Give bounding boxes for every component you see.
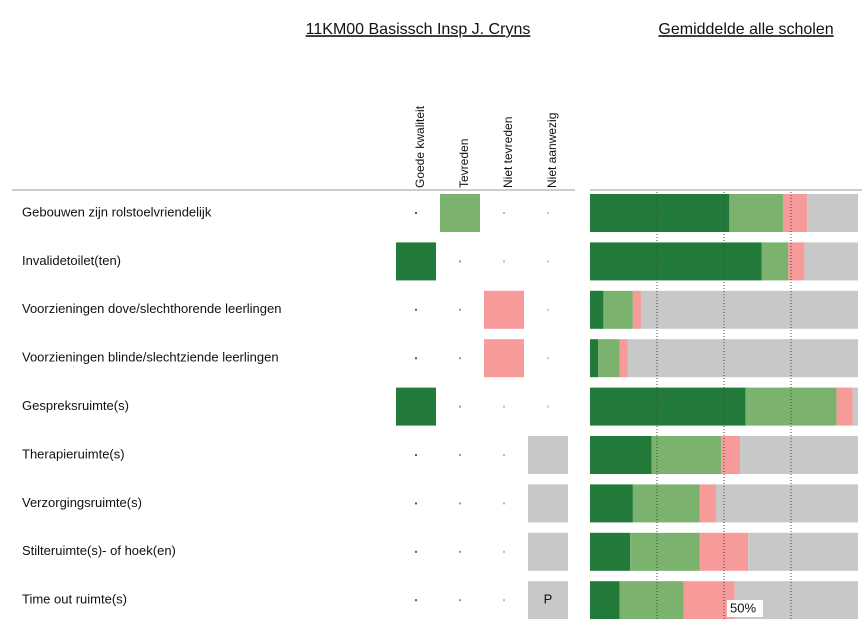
bar-segment	[836, 387, 853, 426]
row-label: Therapieruimte(s)	[22, 446, 125, 461]
answer-note: P	[544, 592, 553, 607]
answer-box	[396, 387, 436, 426]
row-label: Voorzieningen blinde/slechtziende leerli…	[22, 350, 279, 365]
answer-box	[528, 532, 568, 571]
tick-label-bg	[727, 600, 763, 617]
bar-segment	[740, 436, 858, 474]
bar-segment	[804, 242, 858, 281]
bar-segment	[590, 436, 652, 474]
column-header: Niet tevreden	[501, 117, 515, 188]
answer-dot	[547, 212, 549, 214]
bar-segment	[630, 532, 700, 571]
row-label: Invalidetoilet(ten)	[22, 253, 121, 268]
answer-dot	[503, 260, 505, 263]
column-header: Goede kwaliteit	[413, 105, 427, 188]
row-label: Voorzieningen dove/slechthorende leerlin…	[22, 301, 281, 316]
bar-segment	[619, 581, 684, 619]
answer-dot	[459, 550, 461, 553]
answer-dot	[503, 550, 505, 553]
bar-segment	[782, 194, 808, 232]
bar-segment	[699, 484, 716, 523]
bar-segment	[640, 290, 858, 329]
bar-segment	[590, 532, 631, 571]
answer-dot	[503, 599, 505, 602]
answer-dot	[503, 212, 505, 214]
answer-dot	[547, 308, 549, 311]
bar-segment	[721, 436, 741, 474]
answer-dot	[415, 212, 417, 214]
answer-box	[528, 581, 568, 619]
answer-dot	[415, 454, 417, 456]
bar-segment	[748, 532, 858, 571]
row-label: Gespreksruimte(s)	[22, 398, 129, 413]
row-label: Verzorgingsruimte(s)	[22, 495, 142, 510]
answer-dot	[459, 502, 461, 505]
bar-segment	[590, 242, 762, 281]
answer-box	[484, 290, 524, 329]
answer-dot	[503, 454, 505, 456]
answer-dot	[459, 357, 461, 360]
bar-segment	[852, 387, 858, 426]
answer-dot	[415, 308, 417, 311]
answer-dot	[459, 260, 461, 263]
answer-box	[396, 242, 436, 281]
answer-box	[484, 339, 524, 378]
row-label: Stilteruimte(s)- of hoek(en)	[22, 543, 176, 558]
bar-segment	[590, 290, 604, 329]
answer-dot	[547, 357, 549, 360]
bar-segment	[590, 484, 633, 523]
bar-segment	[729, 194, 783, 232]
answer-dot	[415, 599, 417, 602]
answer-dot	[547, 405, 549, 408]
answer-dot	[459, 599, 461, 602]
bar-segment	[598, 339, 620, 378]
row-label: Gebouwen zijn rolstoelvriendelijk	[22, 204, 212, 219]
x-tick-label: 50%	[730, 600, 756, 615]
column-header: Tevreden	[457, 139, 471, 188]
answer-dot	[547, 260, 549, 263]
bar-segment	[761, 242, 789, 281]
bar-segment	[627, 339, 858, 378]
bar-segment	[807, 194, 858, 232]
answer-dot	[459, 454, 461, 456]
school-title: 11KM00 Basissch Insp J. Cryns	[306, 21, 531, 38]
bar-segment	[590, 581, 620, 619]
bar-segment	[632, 290, 641, 329]
answer-dot	[415, 357, 417, 360]
bar-segment	[619, 339, 628, 378]
bar-segment	[788, 242, 805, 281]
answer-dot	[503, 405, 505, 408]
answer-box	[528, 436, 568, 474]
bar-segment	[590, 339, 599, 378]
bar-segment	[651, 436, 722, 474]
bar-segment	[683, 581, 735, 619]
answer-dot	[459, 405, 461, 408]
bar-segment	[632, 484, 700, 523]
answer-dot	[415, 502, 417, 505]
average-title: Gemiddelde alle scholen	[658, 21, 833, 38]
row-label: Time out ruimte(s)	[22, 592, 127, 607]
bar-segment	[699, 532, 749, 571]
answer-box	[440, 194, 480, 232]
bar-segment	[715, 484, 858, 523]
bar-segment	[590, 194, 730, 232]
answer-dot	[503, 502, 505, 505]
answer-box	[528, 484, 568, 523]
answer-dot	[459, 308, 461, 311]
bar-segment	[603, 290, 633, 329]
bar-segment	[590, 387, 746, 426]
column-header: Niet aanwezig	[545, 113, 559, 188]
answer-dot	[415, 550, 417, 553]
